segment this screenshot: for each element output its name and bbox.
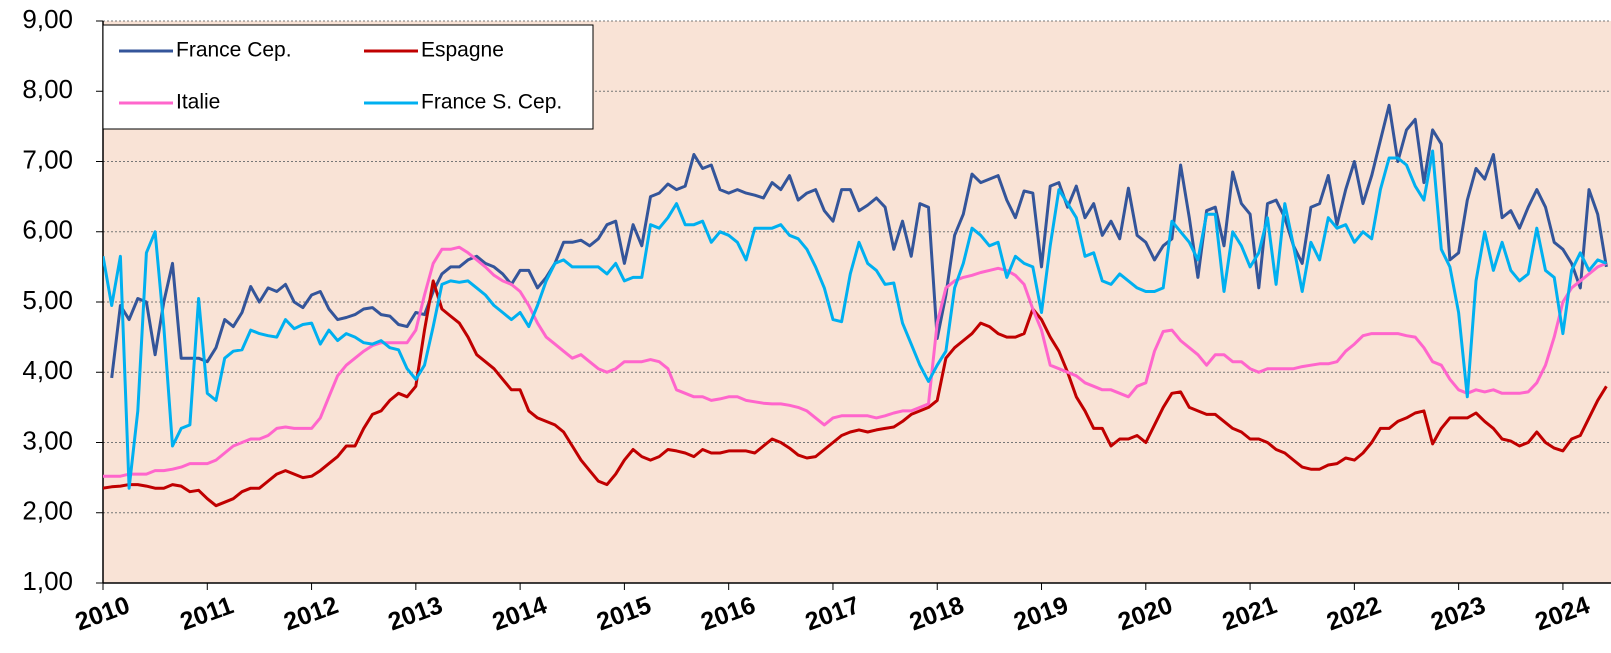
series-line bbox=[103, 149, 1607, 490]
x-tick-label: 2019 bbox=[1010, 591, 1072, 636]
y-tick-label: 1,00 bbox=[22, 566, 73, 596]
x-tick-label: 2015 bbox=[593, 591, 655, 636]
y-tick-label: 5,00 bbox=[22, 285, 73, 315]
y-tick-label: 9,00 bbox=[22, 4, 73, 34]
series-line bbox=[103, 279, 1608, 508]
x-tick-label: 2018 bbox=[906, 591, 968, 636]
y-tick-label: 8,00 bbox=[22, 74, 73, 104]
x-tick-label: 2022 bbox=[1323, 591, 1385, 636]
x-tick-label: 2011 bbox=[177, 591, 238, 636]
x-tick-label: 2014 bbox=[489, 591, 551, 636]
y-tick-label: 4,00 bbox=[22, 355, 73, 385]
x-tick-label: 2021 bbox=[1219, 591, 1281, 636]
y-tick-label: 7,00 bbox=[22, 144, 73, 174]
legend-label: France S. Cep. bbox=[421, 91, 562, 114]
x-tick-label: 2010 bbox=[72, 591, 134, 636]
legend-label: France Cep. bbox=[176, 39, 292, 62]
series-line bbox=[103, 245, 1607, 478]
x-tick-label: 2013 bbox=[384, 591, 446, 636]
x-tick-label: 2024 bbox=[1532, 591, 1594, 636]
legend-label: Espagne bbox=[421, 39, 504, 62]
x-tick-label: 2023 bbox=[1427, 591, 1489, 636]
x-tick-label: 2020 bbox=[1114, 591, 1176, 636]
y-tick-label: 3,00 bbox=[22, 425, 73, 455]
legend-label: Italie bbox=[176, 91, 220, 114]
y-tick-label: 6,00 bbox=[22, 215, 73, 245]
legend-box bbox=[102, 24, 594, 130]
x-tick-label: 2012 bbox=[280, 591, 342, 636]
series-line bbox=[110, 103, 1608, 379]
y-tick-label: 2,00 bbox=[22, 496, 73, 526]
x-tick-label: 2017 bbox=[802, 591, 864, 636]
x-tick-label: 2016 bbox=[697, 591, 759, 636]
